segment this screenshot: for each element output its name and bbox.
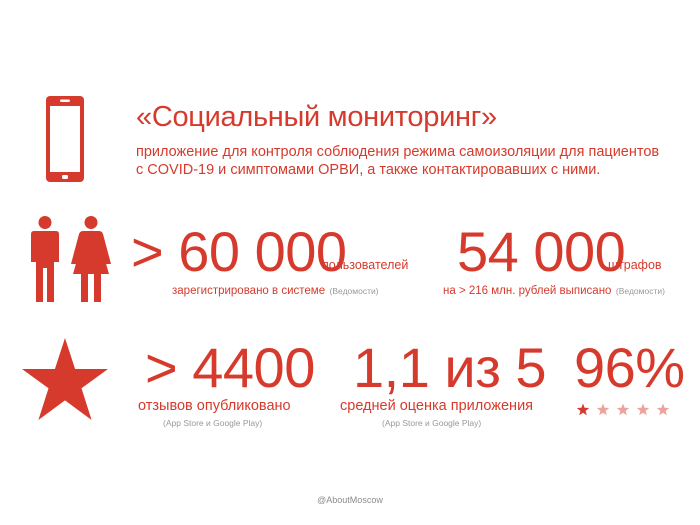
fines-caption-row: на > 216 млн. рублей выписано (Ведомости…	[443, 281, 665, 299]
rating-source: (App Store и Google Play)	[382, 418, 482, 428]
subtitle-line-2: с COVID-19 и симптомами ОРВИ, а также ко…	[136, 162, 601, 178]
reviews-value: > 4400	[145, 336, 315, 399]
people-icon	[31, 216, 111, 302]
rating-stars	[576, 403, 670, 416]
percent-value: 96%	[574, 336, 685, 399]
rating-value: 1,1 из 5	[353, 336, 547, 399]
users-value: > 60 000	[131, 220, 347, 283]
rating-caption: средней оценка приложения	[340, 398, 534, 414]
star-icon	[22, 338, 108, 420]
star-empty-icon	[656, 403, 670, 416]
star-empty-icon	[616, 403, 630, 416]
smartphone-icon	[46, 96, 84, 182]
reviews-source: (App Store и Google Play)	[163, 418, 263, 428]
subtitle-line-1: приложение для контроля соблюдения режим…	[136, 144, 660, 160]
users-unit: пользователей	[322, 258, 409, 272]
page-title: «Социальный мониторинг»	[136, 101, 497, 133]
reviews-caption: отзывов опубликовано	[138, 398, 291, 414]
star-empty-icon	[596, 403, 610, 416]
star-empty-icon	[636, 403, 650, 416]
page-subtitle: приложение для контроля соблюдения режим…	[136, 143, 696, 179]
footer-credit: @AboutMoscow	[317, 495, 383, 505]
users-caption: зарегистрировано в системе	[172, 285, 326, 297]
fines-caption: на > 216 млн. рублей выписано	[443, 285, 612, 297]
users-source: (Ведомости)	[329, 286, 379, 296]
star-filled-icon	[576, 403, 590, 416]
fines-value: 54 000	[457, 220, 626, 283]
fines-source: (Ведомости)	[615, 286, 665, 296]
fines-unit: штрафов	[608, 258, 662, 272]
users-caption-row: зарегистрировано в системе (Ведомости)	[172, 281, 379, 299]
